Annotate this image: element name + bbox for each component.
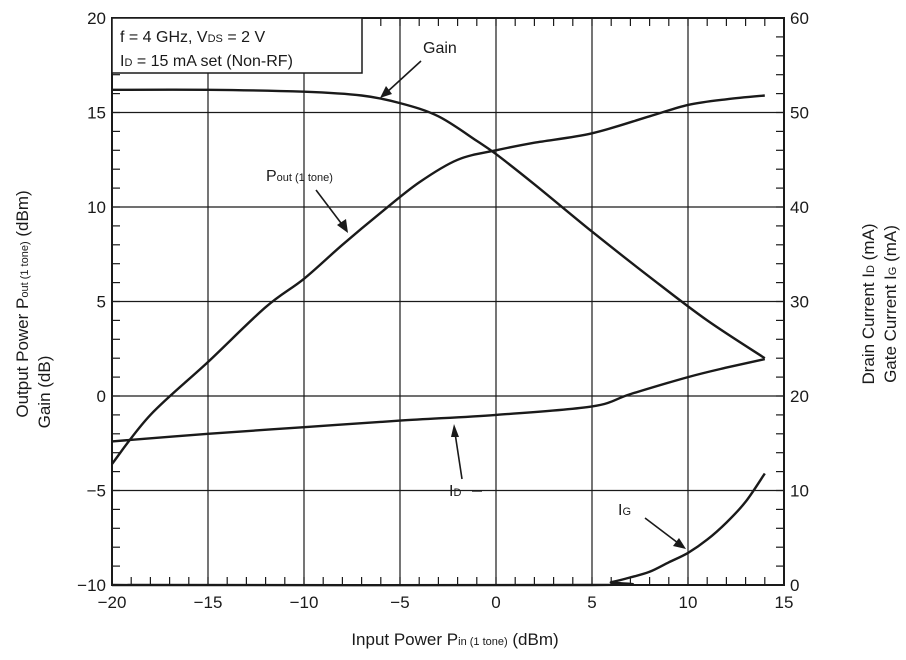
- annotation-ig-label: IG: [618, 502, 631, 519]
- y-right-tick-label-6: 60: [790, 9, 809, 28]
- annotation-pout-leader: [315, 189, 345, 228]
- series-line-pout-1-tone: [111, 94, 765, 465]
- annotation-pout-arrowhead: [337, 219, 348, 233]
- x-tick-label-0: −20: [98, 593, 127, 612]
- annotation-id-label: ID: [449, 483, 461, 500]
- annotation-ig-arrowhead: [673, 538, 686, 549]
- x-tick-label-3: −5: [390, 593, 409, 612]
- y-right-tick-label-5: 50: [790, 104, 809, 123]
- y-left-tick-label-4: 10: [87, 198, 106, 217]
- y-left-tick-label-5: 15: [87, 104, 106, 123]
- y-left-tick-label-1: −5: [87, 482, 106, 501]
- x-axis-title: Input Power Pin (1 tone) (dBm): [351, 630, 558, 649]
- annotation-id-leader: [454, 432, 463, 480]
- series: [111, 88, 766, 587]
- y-left-tick-label-3: 5: [97, 293, 106, 312]
- annotation-ig-leader: [644, 517, 679, 544]
- y-left-axis-title-line-1: Output Power Pout (1 tone) (dBm): [13, 190, 32, 417]
- y-right-tick-label-0: 0: [790, 576, 799, 595]
- annotation-pout: Pout (1 tone): [266, 168, 348, 233]
- x-tick-label-1: −15: [194, 593, 223, 612]
- annotation-gain-label: Gain: [423, 40, 457, 57]
- condition-box-frame: [111, 17, 363, 74]
- condition-line-2: ID = 15 mA set (Non-RF): [120, 53, 293, 70]
- y-right-tick-label-4: 40: [790, 198, 809, 217]
- annotation-gain: Gain: [380, 40, 457, 98]
- y-left-axis-title-line-2: Gain (dB): [35, 356, 54, 429]
- condition-box: f = 4 GHz, VDS = 2 V ID = 15 mA set (Non…: [111, 17, 363, 74]
- x-tick-label-2: −10: [290, 593, 319, 612]
- tick-labels: −20 −15 −10 −5 0 5 10 15 −10 −5 0 5 10 15 20 0 10 20 30 40 5…: [77, 9, 809, 612]
- annotation-id-arrowhead: [451, 424, 459, 437]
- series-line-gain: [111, 88, 766, 360]
- x-tick-label-4: 0: [491, 593, 500, 612]
- condition-line-1: f = 4 GHz, VDS = 2 V: [120, 29, 265, 46]
- y-left-tick-label-0: −10: [77, 576, 106, 595]
- y-left-tick-label-2: 0: [97, 387, 106, 406]
- annotation-gain-arrowhead: [380, 86, 392, 98]
- y-right-tick-label-1: 10: [790, 482, 809, 501]
- x-tick-label-6: 10: [679, 593, 698, 612]
- y-left-tick-label-6: 20: [87, 9, 106, 28]
- series-line-id: [111, 357, 766, 443]
- y-left-axis-title: Output Power Pout (1 tone) (dBm) Gain (d…: [13, 190, 54, 428]
- grid: [112, 18, 784, 585]
- y-right-axis-title-line-1: Drain Current ID (mA): [859, 223, 878, 384]
- y-right-tick-label-2: 20: [790, 387, 809, 406]
- y-right-axis-title-line-2: Gate Current IG (mA): [881, 225, 900, 383]
- series-line-ig: [111, 472, 766, 587]
- y-right-axis-title: Drain Current ID (mA) Gate Current IG (m…: [859, 223, 900, 384]
- x-tick-label-5: 5: [587, 593, 596, 612]
- annotation-ig: IG: [618, 502, 686, 549]
- annotation-id: ID: [449, 424, 482, 500]
- annotation-gain-leader: [385, 60, 422, 94]
- y-right-tick-label-3: 30: [790, 293, 809, 312]
- annotation-pout-label: Pout (1 tone): [266, 168, 333, 185]
- x-tick-label-7: 15: [775, 593, 794, 612]
